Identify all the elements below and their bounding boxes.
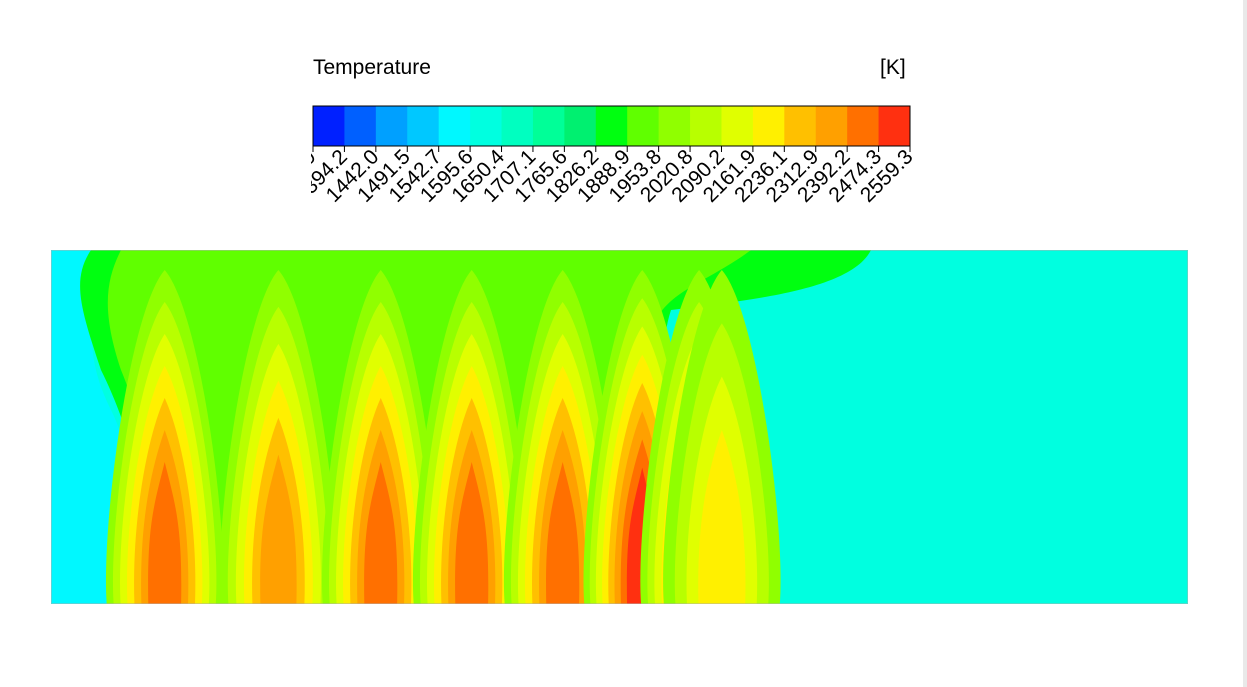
legend-unit: [K] [880, 56, 906, 79]
colorbar-segment [752, 106, 785, 146]
colorbar-segment [627, 106, 660, 146]
colorbar-segment [407, 106, 440, 146]
colorbar-frame [312, 105, 911, 147]
colorbar-segment [470, 106, 503, 146]
flame-contour [364, 462, 398, 604]
legend-title: Temperature [313, 56, 431, 79]
flame-contour [546, 462, 580, 604]
colorbar-segment [313, 106, 345, 146]
flame-contour [698, 430, 746, 604]
flame-contour [260, 454, 297, 604]
colorbar-segment [721, 106, 754, 146]
temperature-contour-plot [51, 250, 1188, 604]
temperature-colorbar: 1347.91394.21442.01491.51542.71595.61650… [311, 105, 918, 207]
window-edge [1243, 0, 1247, 687]
colorbar-segment [438, 106, 471, 146]
colorbar-segment [784, 106, 817, 146]
colorbar-segment [564, 106, 597, 146]
colorbar-segment [878, 106, 911, 146]
contour-frame [51, 250, 1188, 604]
colorbar-segment [344, 106, 377, 146]
colorbar-segment [532, 106, 565, 146]
colorbar-segment [501, 106, 534, 146]
flame-contour [148, 462, 182, 604]
colorbar-segment [658, 106, 691, 146]
colorbar-segment [375, 106, 408, 146]
colorbar-segment [847, 106, 880, 146]
flame-contour [455, 462, 489, 604]
colorbar-segment [595, 106, 628, 146]
colorbar-segment [815, 106, 848, 146]
colorbar-segment [690, 106, 722, 146]
